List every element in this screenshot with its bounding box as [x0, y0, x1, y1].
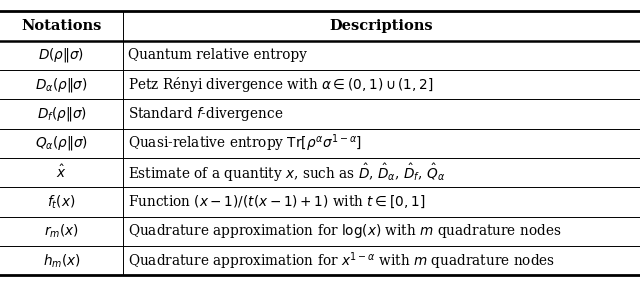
Text: $h_m(x)$: $h_m(x)$ — [42, 252, 81, 270]
Text: $r_m(x)$: $r_m(x)$ — [44, 223, 79, 240]
Text: $D_f(\rho\|\sigma)$: $D_f(\rho\|\sigma)$ — [36, 105, 86, 123]
Text: Function $(x-1)/(t(x-1)+1)$ with $t \in [0,1]$: Function $(x-1)/(t(x-1)+1)$ with $t \in … — [128, 194, 425, 210]
Text: $Q_\alpha(\rho\|\sigma)$: $Q_\alpha(\rho\|\sigma)$ — [35, 134, 88, 153]
Text: Quantum relative entropy: Quantum relative entropy — [128, 48, 307, 62]
Text: Estimate of a quantity $x$, such as $\hat{D}$, $\hat{D}_\alpha$, $\hat{D}_f$, $\: Estimate of a quantity $x$, such as $\ha… — [128, 162, 445, 184]
Text: Petz Rényi divergence with $\alpha \in (0,1) \cup (1,2]$: Petz Rényi divergence with $\alpha \in (… — [128, 75, 433, 94]
Text: Descriptions: Descriptions — [330, 19, 433, 33]
Text: $D(\rho\|\sigma)$: $D(\rho\|\sigma)$ — [38, 46, 84, 64]
Text: Notations: Notations — [21, 19, 102, 33]
Text: $D_\alpha(\rho\|\sigma)$: $D_\alpha(\rho\|\sigma)$ — [35, 76, 88, 94]
Text: $f_t(x)$: $f_t(x)$ — [47, 193, 76, 211]
Text: Quadrature approximation for $\log(x)$ with $m$ quadrature nodes: Quadrature approximation for $\log(x)$ w… — [128, 222, 561, 241]
Text: $\hat{x}$: $\hat{x}$ — [56, 164, 67, 181]
Text: Quasi-relative entropy $\mathrm{Tr}[\rho^\alpha \sigma^{1-\alpha}]$: Quasi-relative entropy $\mathrm{Tr}[\rho… — [128, 133, 362, 154]
Text: Standard $f$-divergence: Standard $f$-divergence — [128, 105, 284, 123]
Text: Quadrature approximation for $x^{1-\alpha}$ with $m$ quadrature nodes: Quadrature approximation for $x^{1-\alph… — [128, 250, 555, 272]
